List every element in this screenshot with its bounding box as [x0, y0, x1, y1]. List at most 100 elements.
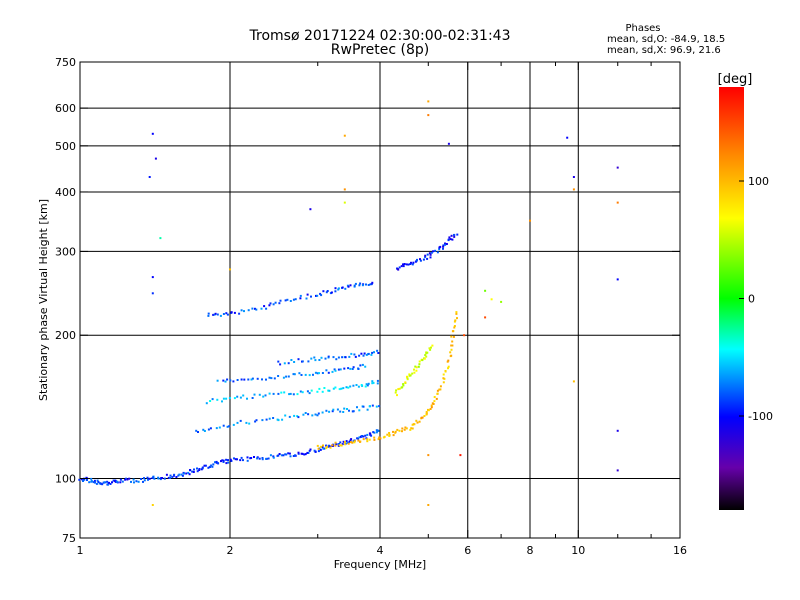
data-point — [216, 379, 219, 382]
data-point — [454, 319, 457, 322]
data-point — [403, 428, 406, 431]
data-point — [243, 310, 245, 313]
data-point — [366, 438, 369, 441]
data-point — [405, 263, 408, 266]
data-point — [226, 425, 229, 428]
data-point — [417, 365, 420, 368]
data-point — [398, 429, 401, 432]
data-point — [362, 435, 365, 438]
data-point — [169, 474, 172, 477]
data-point — [307, 360, 310, 363]
y-tick-label: 300 — [55, 245, 76, 258]
data-point — [151, 504, 154, 506]
data-point — [287, 362, 290, 365]
data-point — [447, 359, 450, 362]
data-point — [304, 412, 307, 414]
data-point — [388, 434, 391, 436]
data-point — [402, 265, 405, 268]
data-point — [375, 431, 378, 434]
data-point — [229, 268, 231, 271]
data-point — [316, 444, 319, 447]
data-point — [328, 410, 331, 413]
data-point — [147, 478, 149, 481]
data-point — [185, 472, 188, 475]
data-point — [335, 443, 338, 446]
data-point — [326, 290, 329, 292]
data-point — [426, 351, 429, 354]
data-point — [392, 430, 394, 433]
data-point — [294, 454, 297, 457]
data-point — [219, 314, 222, 317]
data-point — [207, 312, 210, 315]
data-point — [344, 440, 346, 443]
data-point — [232, 380, 235, 383]
data-point — [365, 283, 367, 286]
data-point — [268, 392, 271, 395]
data-point — [418, 360, 421, 363]
data-point — [298, 372, 301, 375]
data-point — [161, 477, 164, 479]
data-point — [283, 391, 286, 394]
data-point — [348, 409, 350, 412]
data-point — [277, 375, 280, 377]
data-point — [304, 453, 307, 456]
y-tick-label: 500 — [55, 140, 76, 153]
x-tick-label: 16 — [673, 544, 687, 557]
data-point — [153, 477, 156, 480]
data-point — [222, 397, 225, 400]
data-point — [341, 286, 344, 289]
data-point — [413, 368, 415, 371]
data-point — [268, 417, 271, 420]
data-point — [342, 440, 345, 443]
data-point — [392, 434, 395, 437]
data-point — [376, 382, 379, 385]
data-point — [366, 408, 369, 411]
data-point — [317, 412, 320, 415]
data-point — [278, 453, 281, 455]
data-point — [225, 312, 228, 315]
data-point — [448, 236, 451, 239]
data-point — [340, 387, 343, 390]
data-point — [222, 424, 225, 427]
data-point — [616, 201, 619, 204]
data-point — [430, 406, 433, 409]
data-point — [224, 380, 227, 383]
data-point — [438, 388, 441, 391]
data-point — [212, 313, 215, 316]
data-point — [428, 252, 431, 255]
data-point — [404, 381, 407, 384]
data-point — [209, 400, 212, 402]
data-point — [284, 299, 287, 302]
data-point — [357, 368, 360, 370]
data-point — [243, 378, 246, 381]
data-point — [616, 278, 619, 281]
data-point — [253, 456, 255, 458]
data-point — [310, 295, 312, 298]
data-point — [318, 372, 320, 375]
data-point — [272, 303, 275, 306]
data-point — [365, 353, 368, 356]
data-point — [254, 307, 256, 310]
data-point — [239, 396, 242, 399]
x-axis-label: Frequency [MHz] — [334, 558, 426, 571]
data-point — [277, 360, 280, 363]
data-point — [132, 478, 135, 481]
data-point — [339, 410, 342, 413]
data-point — [318, 387, 321, 390]
data-points — [78, 100, 619, 506]
data-point — [325, 291, 328, 294]
data-point — [151, 132, 154, 135]
data-point — [293, 414, 296, 417]
data-point — [246, 456, 249, 459]
data-point — [316, 414, 319, 417]
data-point — [444, 242, 446, 245]
data-point — [360, 352, 363, 355]
data-point — [227, 461, 230, 464]
data-point — [205, 402, 208, 405]
data-point — [246, 459, 249, 462]
x-tick-label: 1 — [77, 544, 84, 557]
data-point — [415, 260, 418, 263]
data-point — [394, 430, 397, 433]
data-point — [146, 476, 149, 479]
data-point — [366, 440, 369, 443]
